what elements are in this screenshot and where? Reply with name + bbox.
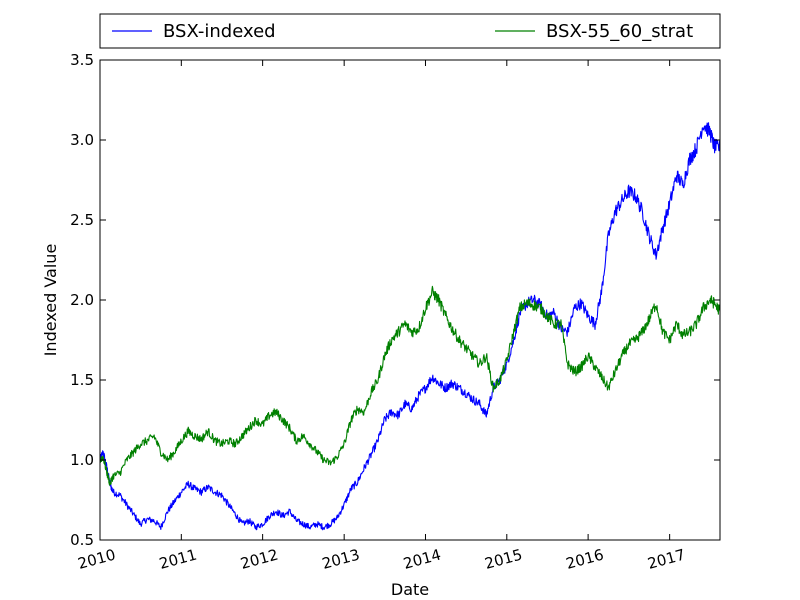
y-tick-label-1: 1.0	[70, 451, 94, 469]
legend: BSX-indexed BSX-55_60_strat	[99, 13, 721, 49]
x-tick-label-6: 2016	[564, 546, 606, 573]
plot-area: 0.5 1.0 1.5 2.0 2.5 3.0 3.5 2010 2011 2012 2013 201…	[70, 51, 721, 573]
x-tick-label-2: 2012	[239, 546, 281, 573]
x-tick-label-3: 2013	[320, 546, 362, 573]
legend-label-bsx-indexed: BSX-indexed	[163, 21, 276, 42]
y-tick-label-3: 2.0	[70, 291, 94, 309]
x-tick-label-1: 2011	[157, 546, 199, 573]
x-tick-label-4: 2014	[401, 546, 443, 573]
y-tick-label-0: 0.5	[70, 531, 94, 549]
y-axis-label: Indexed Value	[41, 244, 60, 357]
x-tick-label-0: 2010	[76, 546, 118, 573]
y-tick-label-4: 2.5	[70, 211, 94, 229]
plot-frame	[99, 59, 721, 541]
y-tick-label-2: 1.5	[70, 371, 94, 389]
legend-label-bsx-strat: BSX-55_60_strat	[546, 21, 693, 42]
series-line-1	[100, 285, 720, 486]
y-tick-label-5: 3.0	[70, 131, 94, 149]
x-axis-label: Date	[391, 580, 429, 599]
legend-box	[99, 13, 721, 49]
series-line-0	[100, 122, 720, 531]
x-tick-label-7: 2017	[646, 546, 688, 573]
y-tick-label-6: 3.5	[70, 51, 94, 69]
x-tick-label-5: 2015	[483, 546, 525, 573]
